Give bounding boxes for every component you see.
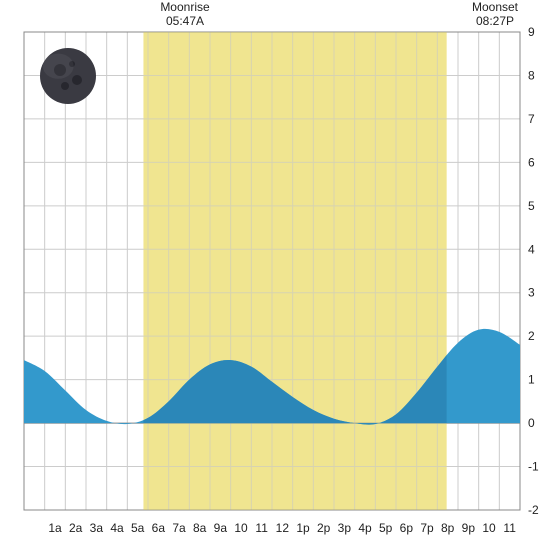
x-tick-label: 1p bbox=[296, 521, 310, 535]
x-tick-label: 10 bbox=[234, 521, 248, 535]
moonset-label: Moonset 08:27P bbox=[460, 0, 530, 29]
x-tick-label: 3p bbox=[338, 521, 352, 535]
x-tick-label: 8a bbox=[193, 521, 207, 535]
x-tick-label: 9p bbox=[462, 521, 476, 535]
moonrise-time: 05:47A bbox=[150, 14, 220, 28]
x-tick-label: 11 bbox=[255, 521, 268, 535]
daylight-band-overlay bbox=[143, 32, 446, 510]
y-tick-label: 7 bbox=[528, 112, 535, 126]
x-tick-label: 10 bbox=[482, 521, 496, 535]
x-tick-label: 4p bbox=[358, 521, 372, 535]
x-tick-label: 1a bbox=[48, 521, 62, 535]
y-tick-label: 2 bbox=[528, 329, 535, 343]
y-tick-label: 3 bbox=[528, 286, 535, 300]
y-tick-label: 0 bbox=[528, 416, 535, 430]
x-tick-label: 7p bbox=[420, 521, 434, 535]
y-tick-label: -1 bbox=[528, 460, 539, 474]
moon-icon bbox=[40, 48, 96, 104]
y-tick-label: 8 bbox=[528, 68, 535, 82]
moonrise-title: Moonrise bbox=[150, 0, 220, 14]
x-tick-label: 2p bbox=[317, 521, 331, 535]
y-tick-label: 5 bbox=[528, 199, 535, 213]
x-tick-label: 4a bbox=[110, 521, 124, 535]
x-tick-label: 2a bbox=[69, 521, 83, 535]
x-tick-label: 8p bbox=[441, 521, 455, 535]
x-tick-label: 7a bbox=[172, 521, 186, 535]
tide-chart: Moonrise 05:47A Moonset 08:27P -2-101234… bbox=[0, 0, 550, 550]
y-tick-label: -2 bbox=[528, 503, 539, 517]
x-tick-label: 6a bbox=[152, 521, 166, 535]
y-tick-label: 4 bbox=[528, 242, 535, 256]
moonset-time: 08:27P bbox=[460, 14, 530, 28]
x-tick-label: 12 bbox=[276, 521, 290, 535]
x-tick-label: 5a bbox=[131, 521, 145, 535]
chart-canvas: -2-101234567891a2a3a4a5a6a7a8a9a1011121p… bbox=[0, 0, 550, 550]
moonrise-label: Moonrise 05:47A bbox=[150, 0, 220, 29]
moonset-title: Moonset bbox=[460, 0, 530, 14]
x-tick-label: 9a bbox=[214, 521, 228, 535]
x-tick-label: 5p bbox=[379, 521, 393, 535]
y-tick-label: 6 bbox=[528, 155, 535, 169]
x-tick-label: 6p bbox=[400, 521, 414, 535]
y-tick-label: 1 bbox=[528, 373, 535, 387]
x-tick-label: 11 bbox=[503, 521, 516, 535]
x-tick-label: 3a bbox=[90, 521, 104, 535]
